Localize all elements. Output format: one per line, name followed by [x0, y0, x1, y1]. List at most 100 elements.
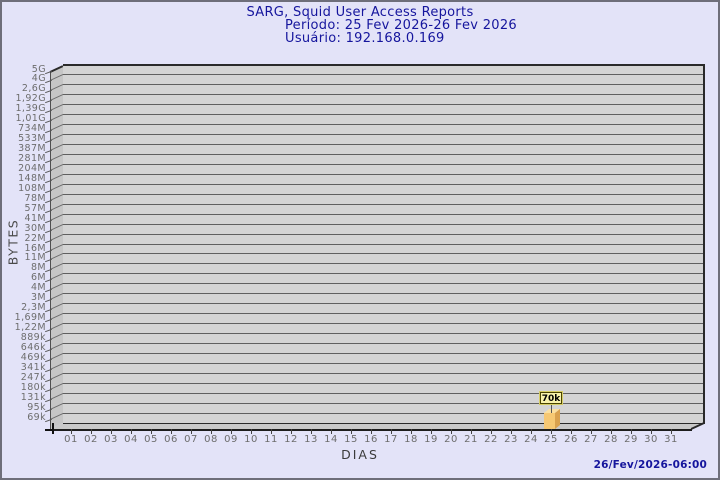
- y-grid-line: [63, 392, 704, 394]
- x-tick: [211, 429, 212, 434]
- y-tick-label: 341k: [20, 361, 46, 373]
- y-tick-label: 3M: [30, 292, 46, 304]
- x-tick: [251, 429, 252, 434]
- wall-grid-line: [50, 193, 63, 201]
- x-tick-label: 10: [244, 433, 258, 445]
- plot-right-edge: [703, 64, 705, 424]
- x-tick: [171, 429, 172, 434]
- y-grid-line: [63, 293, 704, 295]
- y-tick-label: 6M: [30, 272, 46, 284]
- y-tick-label: 41M: [24, 212, 46, 224]
- x-tick-label: 26: [564, 433, 578, 445]
- x-tick: [571, 429, 572, 434]
- y-grid-line: [63, 144, 704, 146]
- x-tick-label: 14: [324, 433, 338, 445]
- x-tick-label: 27: [584, 433, 598, 445]
- y-grid-line: [63, 104, 704, 106]
- wall-grid-line: [50, 243, 63, 251]
- plot-top-edge: [63, 64, 705, 66]
- x-tick-label: 17: [384, 433, 398, 445]
- wall-grid-line: [50, 392, 63, 400]
- y-tick-label: 16M: [24, 242, 46, 254]
- origin-tick-vertical: [52, 423, 54, 434]
- y-tick-label: 387M: [18, 143, 46, 155]
- y-tick-label: 78M: [24, 192, 46, 204]
- x-tick: [311, 429, 312, 434]
- x-tick: [631, 429, 632, 434]
- y-tick-label: 2,3M: [21, 302, 46, 314]
- x-tick: [511, 429, 512, 434]
- x-tick: [291, 429, 292, 434]
- x-tick-label: 22: [484, 433, 498, 445]
- y-tick-label: 1,92G: [15, 93, 46, 105]
- y-grid-line: [63, 124, 704, 126]
- x-tick-label: 13: [304, 433, 318, 445]
- x-tick: [371, 429, 372, 434]
- y-tick-label: 646k: [20, 341, 46, 353]
- origin-tick-horizontal: [45, 429, 53, 431]
- x-tick: [111, 429, 112, 434]
- report-timestamp: 26/Fev/2026-06:00: [593, 459, 707, 471]
- x-tick-label: 29: [624, 433, 638, 445]
- y-grid-line: [63, 84, 704, 86]
- x-tick: [531, 429, 532, 434]
- bar-cube-front: [544, 413, 555, 429]
- wall-grid-line: [50, 223, 63, 231]
- y-tick-label: 22M: [24, 232, 46, 244]
- chart-period-subtitle: Período: 25 Fev 2026-26 Fev 2026: [285, 18, 517, 33]
- x-tick-label: 09: [224, 433, 238, 445]
- plot-back-plane: [63, 65, 704, 423]
- y-tick-label: 69k: [27, 411, 46, 423]
- x-tick-label: 07: [184, 433, 198, 445]
- y-grid-line: [63, 114, 704, 116]
- x-tick-label: 05: [144, 433, 158, 445]
- y-grid-line: [63, 273, 704, 275]
- x-tick: [591, 429, 592, 434]
- y-tick-label: 8M: [30, 262, 46, 274]
- y-grid-line: [63, 352, 704, 354]
- y-tick-label: 4G: [31, 73, 46, 85]
- x-tick-label: 12: [284, 433, 298, 445]
- y-grid-line: [63, 362, 704, 364]
- x-tick-label: 20: [444, 433, 458, 445]
- y-grid-line: [63, 213, 704, 215]
- wall-grid-line: [50, 412, 63, 420]
- x-tick-label: 11: [264, 433, 278, 445]
- y-tick-label: 4M: [30, 282, 46, 294]
- x-tick: [411, 429, 412, 434]
- y-tick-label: 180k: [20, 381, 46, 393]
- x-tick-label: 01: [64, 433, 78, 445]
- y-grid-line: [63, 223, 704, 225]
- y-tick-label: 469k: [20, 351, 46, 363]
- y-tick-label: 30M: [24, 222, 46, 234]
- x-tick: [331, 429, 332, 434]
- x-tick: [391, 429, 392, 434]
- x-tick: [191, 429, 192, 434]
- x-tick-label: 15: [344, 433, 358, 445]
- x-tick-label: 16: [364, 433, 378, 445]
- y-grid-line: [63, 134, 704, 136]
- x-tick-label: 30: [644, 433, 658, 445]
- y-grid-line: [63, 163, 704, 165]
- y-grid-line: [63, 372, 704, 374]
- y-grid-line: [63, 253, 704, 255]
- y-grid-line: [63, 313, 704, 315]
- y-grid-line: [63, 94, 704, 96]
- y-tick-label: 889k: [20, 332, 46, 343]
- y-grid-line: [63, 342, 704, 344]
- x-tick: [671, 429, 672, 434]
- y-grid-line: [63, 303, 704, 305]
- y-grid-line: [63, 243, 704, 245]
- y-tick-label: 1,39G: [15, 103, 46, 115]
- plot-back-bottom-edge: [63, 422, 704, 424]
- y-tick-label: 1,01G: [15, 113, 46, 125]
- y-grid-line: [63, 183, 704, 185]
- wall-grid-line: [50, 402, 63, 410]
- x-tick-label: 06: [164, 433, 178, 445]
- chart-user-subtitle: Usuário: 192.168.0.169: [285, 31, 445, 46]
- x-tick: [271, 429, 272, 434]
- x-tick: [471, 429, 472, 434]
- plot-left-wall: [50, 64, 63, 429]
- x-tick-label: 04: [124, 433, 138, 445]
- wall-grid-line: [50, 203, 63, 211]
